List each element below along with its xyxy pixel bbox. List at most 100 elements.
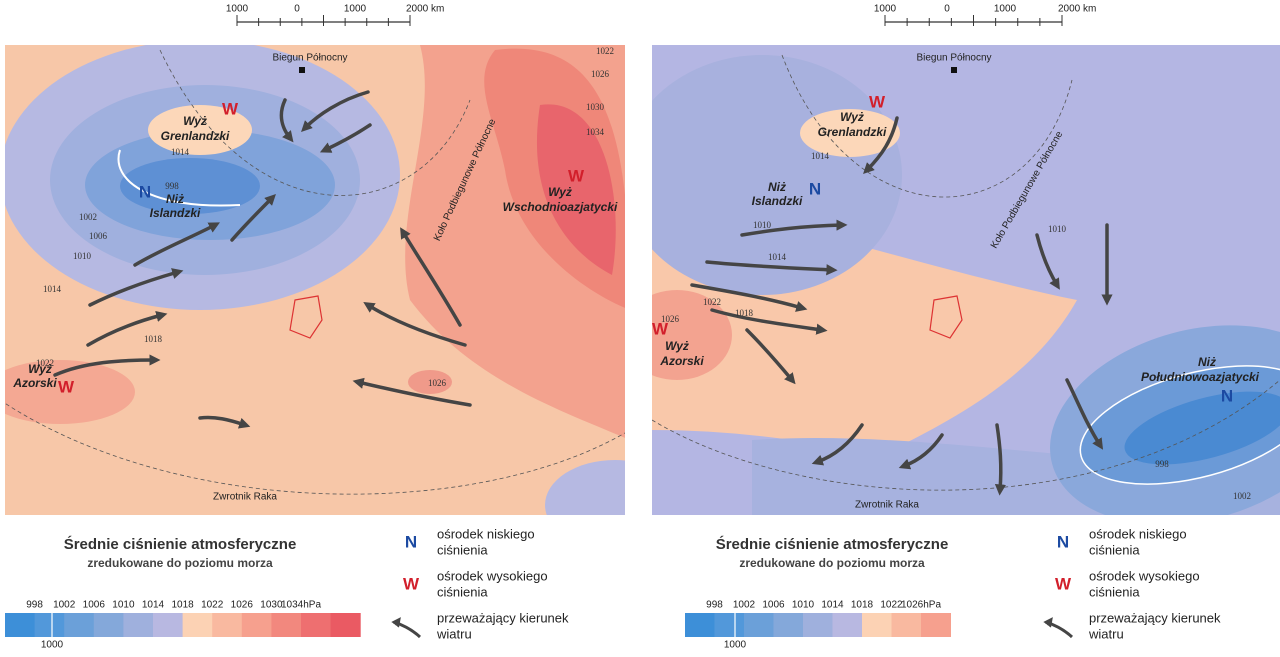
scale-swatch (271, 613, 302, 637)
scale-label: 1034hPa (281, 600, 321, 611)
isobar-label: 1014 (171, 147, 190, 157)
isobar-label: 1010 (753, 220, 772, 230)
wind-arrow (994, 423, 1007, 496)
scale-label: 1006 (762, 600, 785, 611)
pressure-area (5, 360, 135, 424)
isobar-label: 1018 (144, 334, 163, 344)
scale-swatch (685, 613, 715, 637)
scale-bar-label: 0 (944, 4, 950, 15)
center-label: Niż (166, 192, 184, 206)
legend-label: ciśnienia (1089, 584, 1140, 599)
arctic-circle (159, 49, 471, 196)
pressure-area (148, 105, 252, 155)
scale-swatch (803, 613, 833, 637)
wind-arrow (705, 260, 838, 276)
wind-arrow (133, 222, 220, 267)
wind-arrow (301, 90, 370, 132)
pressure-area (652, 55, 902, 295)
legend-symbol: N (1057, 532, 1069, 551)
center-label: Wyż (840, 110, 864, 124)
isobar-label: 1026 (428, 378, 447, 388)
scale-label: 1002 (733, 600, 756, 611)
pressure-area (800, 109, 900, 157)
scale-swatch (832, 613, 863, 637)
legend-label: wiatru (436, 626, 472, 641)
center-label: Południowoazjatycki (1141, 370, 1260, 384)
wind-arrow (811, 423, 864, 466)
pressure-area (120, 158, 260, 214)
isobar-label: 1014 (811, 151, 830, 161)
scale-label: 998 (706, 600, 723, 611)
scale-swatch (123, 613, 154, 637)
scale-extra-label: 1000 (724, 640, 747, 651)
wind-arrow (1065, 378, 1104, 450)
wind-arrow (53, 354, 161, 377)
isobar-label: 1006 (89, 231, 108, 241)
isobar-label: 1014 (43, 284, 62, 294)
pressure-area (1124, 391, 1280, 465)
scale-label: 1010 (792, 600, 815, 611)
wind-arrow (400, 227, 462, 327)
wind-arrow (745, 328, 796, 385)
center-label: Islandzki (752, 194, 803, 208)
scale-label: 1010 (112, 600, 135, 611)
center-symbol: N (139, 182, 151, 201)
pressure-area (117, 149, 241, 207)
legend-symbol: W (1055, 574, 1072, 593)
wind-arrow (230, 194, 276, 242)
center-symbol: N (1221, 386, 1233, 405)
center-label: Niż (1198, 355, 1216, 369)
scale-swatch (241, 613, 272, 637)
isobar-label: 998 (1155, 459, 1169, 469)
center-label: Azorski (12, 376, 57, 390)
wind-arrow (690, 283, 808, 312)
scale-bar-label: 1000 (344, 4, 367, 15)
isobar-label: 1026 (661, 314, 680, 324)
pressure-area (652, 290, 732, 380)
scale-swatch (34, 613, 65, 637)
center-label: Wschodnioazjatycki (503, 200, 618, 214)
scale-label: 998 (26, 600, 43, 611)
legend-title: Średnie ciśnienie atmosferyczne (64, 535, 297, 553)
wind-arrow (319, 123, 372, 153)
center-label: Niż (768, 180, 786, 194)
legend-symbol: W (403, 574, 420, 593)
scale-swatch (714, 613, 745, 637)
scale-swatch (212, 613, 243, 637)
scale-extra-label: 1000 (41, 640, 64, 651)
legend-label: ośrodek wysokiego (1089, 568, 1200, 583)
center-symbol: W (58, 377, 75, 396)
wind-arrow (86, 310, 168, 347)
scale-label: 1022 (880, 600, 903, 611)
scale-label: 1002 (53, 600, 76, 611)
pressure-area (929, 295, 963, 339)
pressure-area (289, 295, 323, 339)
center-label: Grenlandzki (818, 125, 887, 139)
center-symbol: N (809, 179, 821, 198)
scale-bar-label: 1000 (874, 4, 897, 15)
center-label: Azorski (659, 354, 704, 368)
pressure-area (408, 370, 452, 394)
center-label: Wyż (548, 185, 572, 199)
scale-swatch (330, 613, 361, 637)
pressure-area (545, 460, 625, 515)
center-label: Grenlandzki (161, 129, 230, 143)
wind-arrow (863, 116, 899, 174)
isobar-label: 1014 (768, 252, 787, 262)
scale-bar-label: 1000 (994, 4, 1017, 15)
center-label: Wyż (183, 114, 207, 128)
legend-label: wiatru (1088, 626, 1124, 641)
legend-arrow (1043, 617, 1074, 639)
scale-swatch (153, 613, 184, 637)
legend-label: ośrodek niskiego (1089, 526, 1187, 541)
legend-title: Średnie ciśnienie atmosferyczne (716, 535, 949, 553)
scale-swatch (862, 613, 892, 637)
isobar-label: 1022 (36, 358, 54, 368)
legend-subtitle: zredukowane do poziomu morza (739, 556, 925, 570)
scale-label: 1006 (83, 600, 106, 611)
